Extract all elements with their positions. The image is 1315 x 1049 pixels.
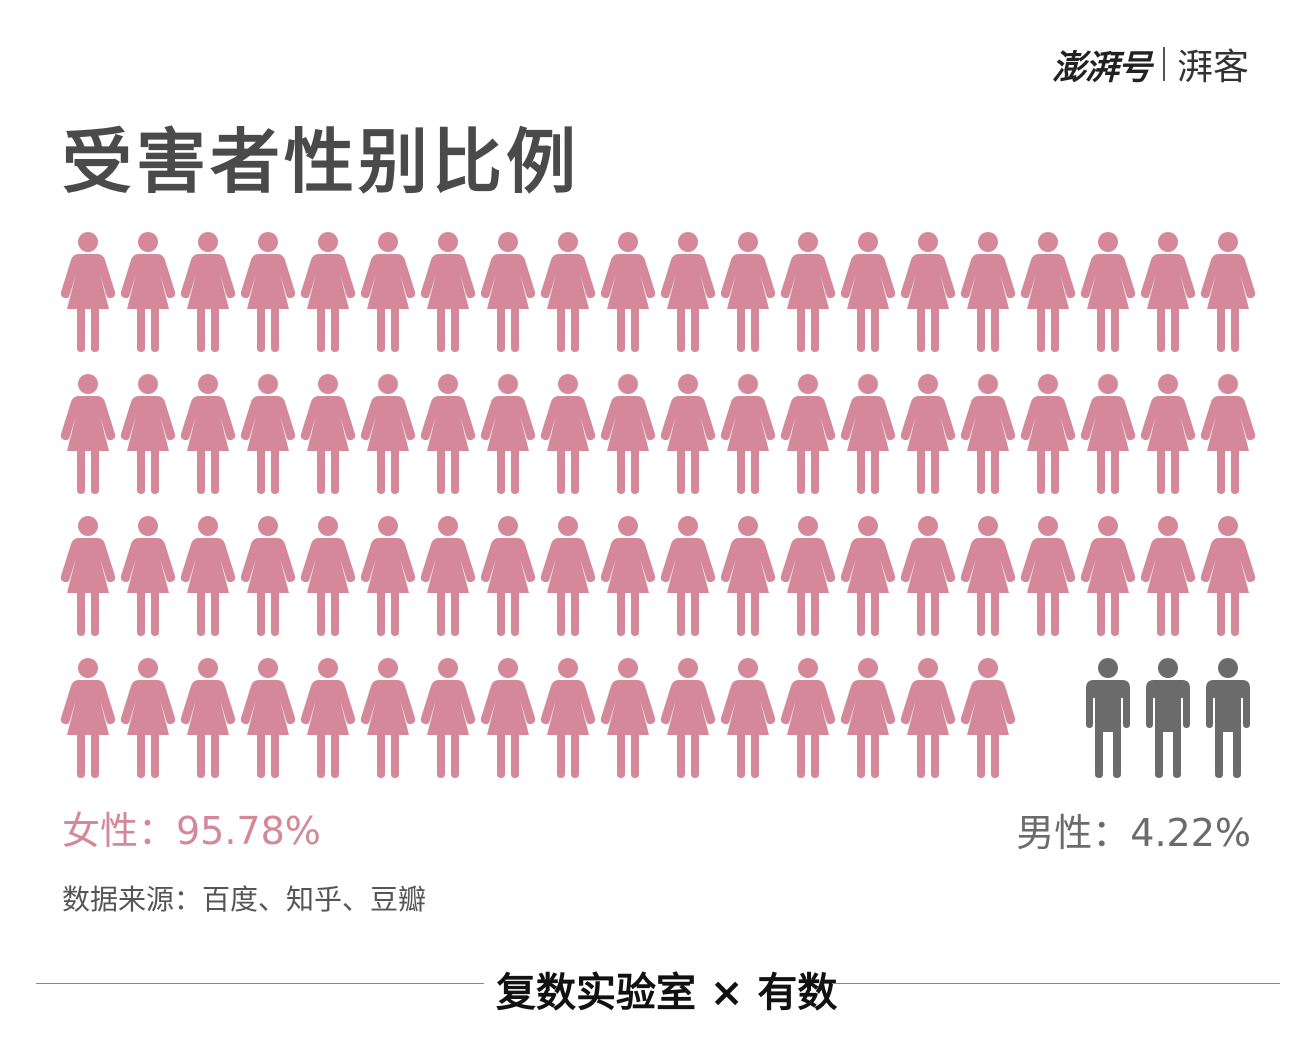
- female-icon: [540, 232, 596, 352]
- male-icon: [1146, 658, 1190, 778]
- female-icon: [1080, 516, 1136, 636]
- pictogram-chart: [60, 232, 1256, 778]
- female-icon: [300, 232, 356, 352]
- female-percentage-label: 女性：95.78%: [62, 809, 321, 853]
- female-icon: [720, 516, 776, 636]
- female-icon: [300, 658, 356, 778]
- female-icon: [1080, 232, 1136, 352]
- female-icon: [960, 232, 1016, 352]
- female-icon-partial: [1020, 658, 1056, 778]
- female-icon: [960, 658, 1016, 778]
- female-icon: [480, 232, 536, 352]
- footer-credit: 复数实验室 × 有数: [496, 970, 838, 1016]
- female-icon: [1200, 516, 1256, 636]
- female-icon: [180, 516, 236, 636]
- female-icon: [600, 374, 656, 494]
- male-icon-partial: [1055, 658, 1070, 778]
- female-icon: [900, 658, 956, 778]
- female-icon: [840, 232, 896, 352]
- female-icon: [1080, 374, 1136, 494]
- female-icon: [60, 658, 116, 778]
- female-icon: [420, 374, 476, 494]
- brand: 澎湃号 湃客: [1052, 38, 1249, 90]
- brand-sub: 湃客: [1176, 47, 1249, 88]
- female-icon: [120, 232, 176, 352]
- female-icon: [540, 374, 596, 494]
- footer-divider-left: [36, 983, 484, 984]
- female-icon: [960, 374, 1016, 494]
- footer: 复数实验室 × 有数: [0, 950, 1315, 1020]
- female-icon: [300, 516, 356, 636]
- female-icon: [840, 516, 896, 636]
- female-icon: [1020, 516, 1076, 636]
- female-icon: [240, 374, 296, 494]
- female-icon: [780, 232, 836, 352]
- male-percentage-label: 男性：4.22%: [1016, 811, 1251, 855]
- female-icon: [1020, 232, 1076, 352]
- female-icon: [480, 516, 536, 636]
- male-icon: [1086, 658, 1130, 778]
- female-icon: [240, 516, 296, 636]
- brand-logo: 澎湃号: [1051, 47, 1152, 88]
- female-icon: [1200, 374, 1256, 494]
- brand-divider: [1162, 47, 1165, 81]
- female-icon: [780, 658, 836, 778]
- female-icon: [900, 516, 956, 636]
- female-icon: [180, 658, 236, 778]
- female-icon: [420, 232, 476, 352]
- female-icon: [60, 374, 116, 494]
- female-icon: [780, 516, 836, 636]
- female-icon: [1020, 374, 1076, 494]
- female-icon: [720, 232, 776, 352]
- female-icon: [660, 374, 716, 494]
- female-icon: [360, 374, 416, 494]
- data-source: 数据来源：百度、知乎、豆瓣: [62, 883, 427, 916]
- female-icon: [420, 658, 476, 778]
- female-icon: [780, 374, 836, 494]
- female-icon: [420, 516, 476, 636]
- female-icon: [360, 658, 416, 778]
- male-icon: [1206, 658, 1250, 778]
- female-icon: [120, 516, 176, 636]
- female-icon: [840, 658, 896, 778]
- female-icon: [600, 516, 656, 636]
- female-icon: [660, 658, 716, 778]
- female-icon: [360, 232, 416, 352]
- female-icon: [1140, 374, 1196, 494]
- female-icon: [540, 658, 596, 778]
- female-icon: [480, 658, 536, 778]
- female-icon: [180, 374, 236, 494]
- female-icon: [60, 232, 116, 352]
- female-icon: [240, 658, 296, 778]
- female-icon: [120, 658, 176, 778]
- female-icon: [360, 516, 416, 636]
- female-icon: [600, 232, 656, 352]
- female-icon: [660, 232, 716, 352]
- female-icon: [960, 516, 1016, 636]
- female-icon: [660, 516, 716, 636]
- female-icon: [900, 374, 956, 494]
- female-icon: [60, 516, 116, 636]
- female-icon: [540, 516, 596, 636]
- footer-divider-right: [832, 983, 1280, 984]
- chart-title: 受害者性别比例: [62, 121, 580, 203]
- female-icon: [480, 374, 536, 494]
- female-icon: [840, 374, 896, 494]
- female-icon: [300, 374, 356, 494]
- female-icon: [1140, 516, 1196, 636]
- female-icon: [600, 658, 656, 778]
- female-icon: [720, 658, 776, 778]
- female-icon: [1140, 232, 1196, 352]
- female-icon: [720, 374, 776, 494]
- female-icon: [900, 232, 956, 352]
- female-icon: [1200, 232, 1256, 352]
- female-icon: [240, 232, 296, 352]
- female-icon: [120, 374, 176, 494]
- female-icon: [180, 232, 236, 352]
